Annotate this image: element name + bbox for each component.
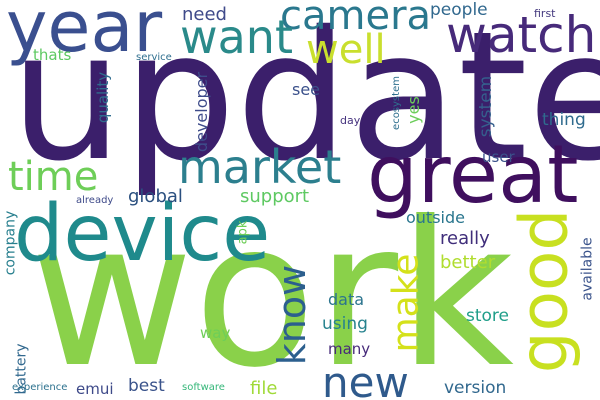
word-way: way (200, 324, 231, 342)
word-great: great (367, 128, 579, 221)
word-want: want (180, 10, 294, 64)
word-need: need (182, 4, 227, 25)
word-day: day (340, 114, 361, 127)
word-good: good (505, 208, 583, 374)
word-people: people (430, 0, 488, 20)
word-yes: yes (403, 96, 423, 124)
word-many: many (328, 340, 371, 358)
word-file: file (250, 378, 278, 399)
word-developer: developer (192, 71, 212, 153)
word-emui: emui (76, 380, 114, 398)
word-well: well (306, 27, 386, 73)
word-market: market (178, 140, 342, 194)
word-apk: apk (235, 220, 251, 245)
word-available: available (579, 237, 596, 301)
word-ecosystem: ecosystem (390, 76, 402, 130)
word-really: really (440, 228, 490, 249)
word-software: software (182, 382, 225, 393)
word-know: know (270, 264, 315, 366)
word-thing: thing (542, 110, 586, 130)
word-user: user (482, 148, 515, 166)
word-new: new (322, 358, 409, 400)
word-quality: quality (94, 71, 113, 124)
word-work: work (30, 179, 514, 400)
word-data: data (328, 290, 365, 309)
word-time: time (8, 154, 99, 200)
word-already: already (76, 195, 114, 206)
word-experience: experience (12, 382, 68, 393)
word-device: device (14, 189, 271, 279)
word-company: company (2, 210, 19, 276)
word-store: store (466, 306, 509, 326)
word-see: see (292, 80, 321, 99)
word-first: first (534, 7, 556, 20)
word-better: better (440, 252, 496, 273)
word-thats: thats (33, 46, 72, 64)
word-make: make (385, 253, 427, 353)
word-support: support (240, 186, 310, 207)
word-watch: watch (446, 6, 597, 64)
word-outside: outside (406, 208, 465, 227)
word-global: global (128, 186, 183, 207)
word-service: service (136, 52, 172, 63)
word-update: update (10, 0, 600, 200)
word-version: version (444, 378, 507, 398)
word-year: year (6, 0, 163, 68)
word-camera: camera (280, 0, 432, 39)
word-best: best (128, 376, 165, 396)
word-using: using (322, 314, 368, 334)
word-system: system (476, 75, 497, 138)
